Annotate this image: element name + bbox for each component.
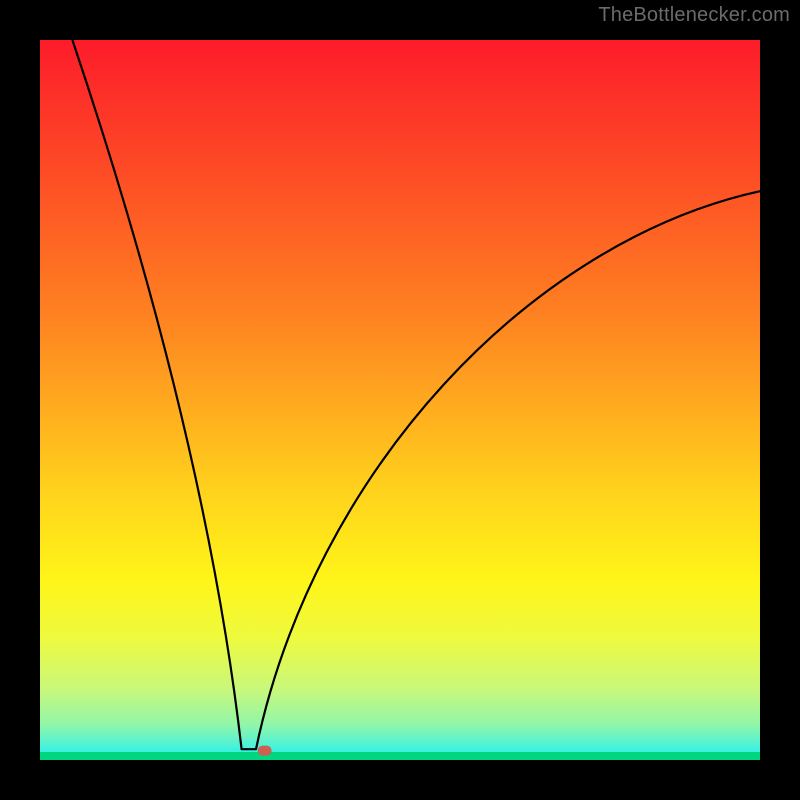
bottleneck-chart xyxy=(0,0,800,800)
plot-bottom-strip xyxy=(40,752,760,760)
chart-container: TheBottlenecker.com xyxy=(0,0,800,800)
optimal-point-marker xyxy=(258,746,272,756)
plot-background xyxy=(40,40,760,760)
watermark-text: TheBottlenecker.com xyxy=(598,4,790,27)
